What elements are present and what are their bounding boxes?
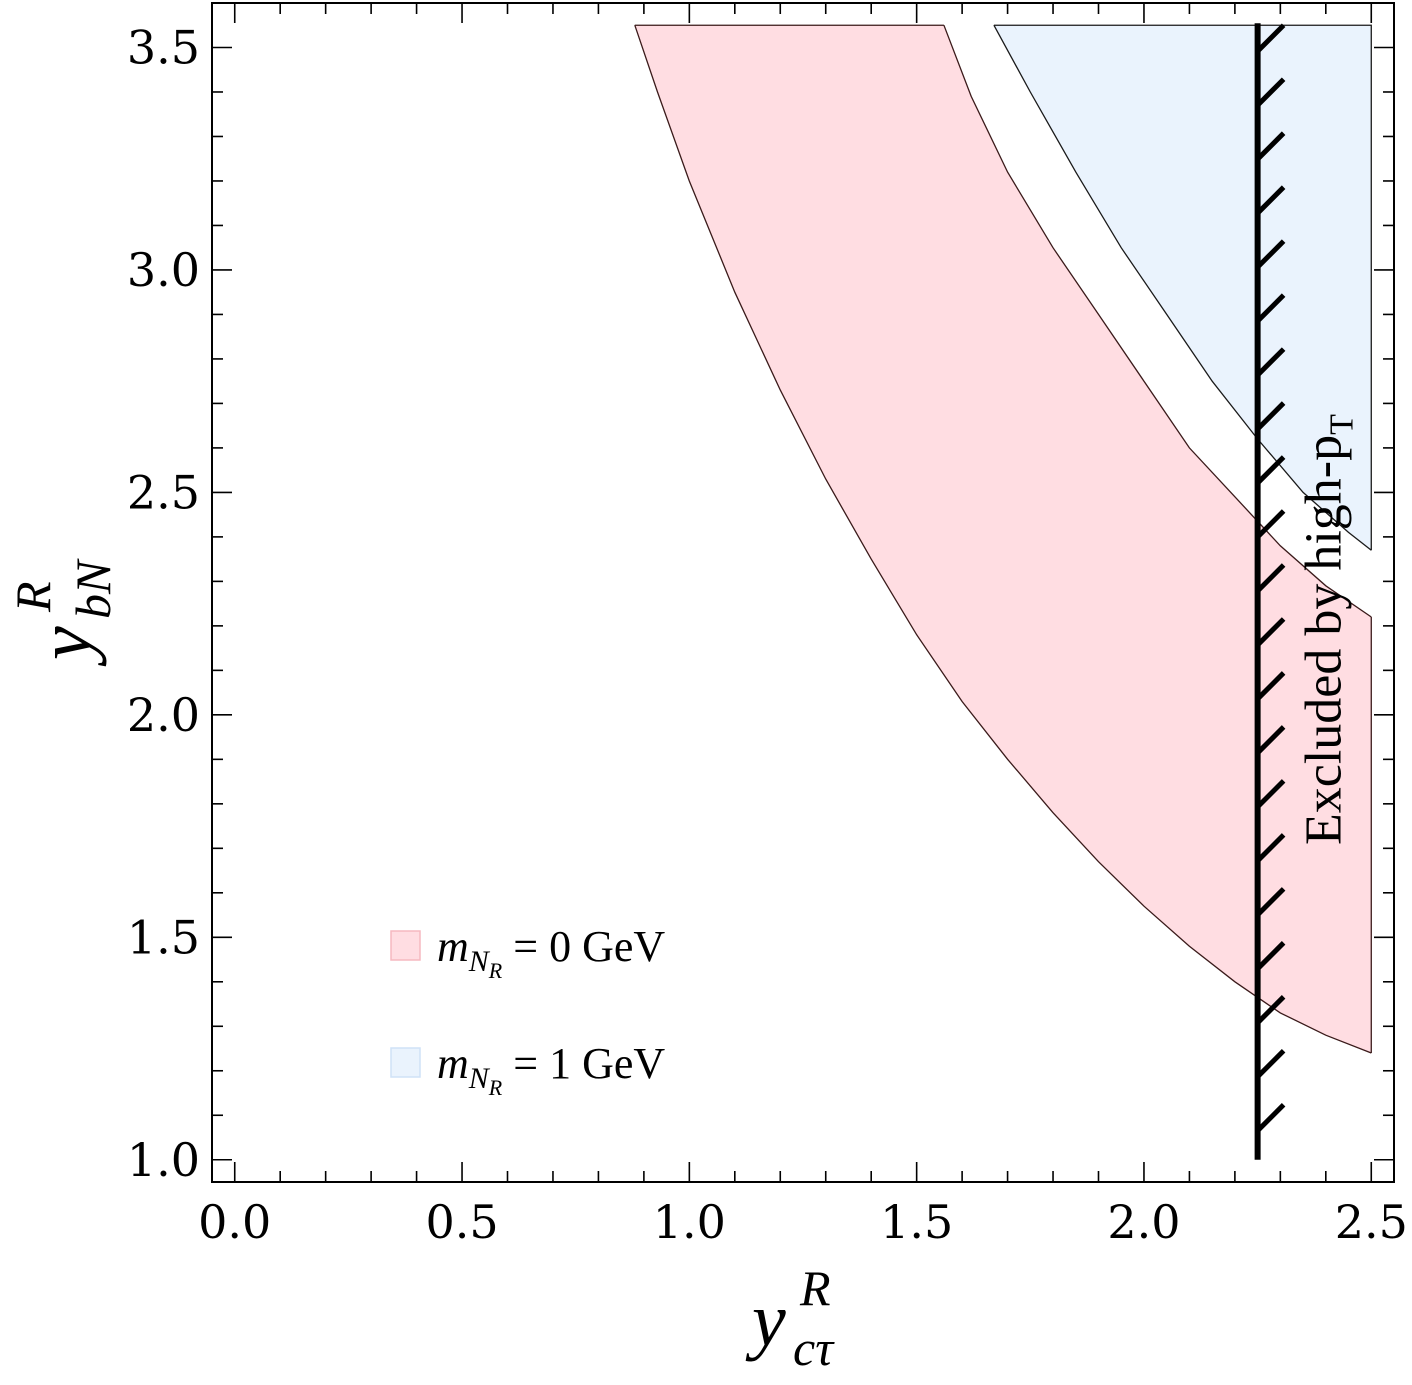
y-axis-label-sub: bN [65, 558, 121, 619]
exclusion-hatch [1255, 995, 1286, 1025]
exclusion-hatch [1255, 185, 1286, 215]
x-tick-label: 0.0 [198, 1195, 271, 1249]
exclusion-hatch [1255, 77, 1286, 107]
band-border-0 [634, 24, 1372, 1053]
exclusion-hatch [1255, 617, 1286, 647]
exclusion-hatch [1255, 455, 1286, 485]
band-lower-edge-1 [993, 24, 1372, 551]
exclusion-hatch [1255, 347, 1286, 377]
exclusion-hatch [1255, 887, 1286, 917]
x-tick-label: 2.5 [1335, 1195, 1408, 1249]
exclusion-boundary: Excluded by high-pT [1254, 23, 1361, 1160]
y-axis-label-sup: R [5, 581, 61, 613]
exclusion-hatch [1255, 1102, 1286, 1133]
legend-swatch [390, 1047, 421, 1078]
y-tick-label: 2.0 [127, 688, 200, 742]
exclusion-hatch [1255, 293, 1286, 323]
y-axis-label-group: yR bN [5, 558, 121, 667]
bands [634, 24, 1372, 1054]
band-upper-edge-0 [943, 24, 1372, 618]
exclusion-hatch [1255, 563, 1286, 593]
x-tick-label: 1.5 [880, 1195, 953, 1249]
tick-labels: 0.0 0.5 1.0 1.5 2.0 2.5 1.0 1.5 2.0 2.5 3.0 3.5 [127, 20, 1408, 1249]
y-tick-label: 2.5 [127, 465, 200, 519]
legend-swatch [390, 930, 421, 961]
x-axis-label-sup: R [799, 1260, 831, 1316]
x-axis-label: y [745, 1278, 786, 1362]
band-border-1 [993, 24, 1372, 551]
exclusion-hatch [1255, 509, 1286, 539]
exclusion-hatch [1255, 401, 1286, 431]
band-fill-0 [634, 25, 1372, 1054]
exclusion-hatch [1255, 23, 1286, 54]
exclusion-hatch [1255, 671, 1286, 701]
exclusion-hatch [1255, 239, 1286, 269]
legend-label: mNR = 0 GeV [437, 922, 665, 983]
legend-label: mNR = 1 GeV [437, 1039, 665, 1100]
x-axis-label-sub: cτ [793, 1320, 835, 1376]
x-tick-label: 2.0 [1107, 1195, 1180, 1249]
exclusion-hatch [1255, 131, 1286, 161]
axis-ticks [212, 3, 1394, 1182]
x-tick-label: 1.0 [653, 1195, 726, 1249]
legend: mNR = 0 GeV mNR = 1 GeV [390, 922, 665, 1100]
band-lower-edge-0 [634, 24, 1372, 1054]
x-tick-label: 0.5 [425, 1195, 498, 1249]
y-axis-label: y [23, 626, 107, 667]
exclusion-hatch [1255, 833, 1286, 863]
y-tick-label: 1.0 [127, 1133, 200, 1187]
y-tick-label: 3.5 [127, 20, 200, 74]
band-fill-1 [993, 25, 1372, 551]
exclusion-label: Excluded by high-pT [1296, 414, 1361, 845]
y-tick-label: 3.0 [127, 243, 200, 297]
exclusion-hatch [1255, 779, 1286, 809]
exclusion-hatch [1255, 1049, 1286, 1079]
y-tick-label: 1.5 [127, 910, 200, 964]
exclusion-hatch [1255, 941, 1286, 971]
exclusion-hatch [1255, 725, 1286, 755]
plot-frame [211, 2, 1395, 1183]
